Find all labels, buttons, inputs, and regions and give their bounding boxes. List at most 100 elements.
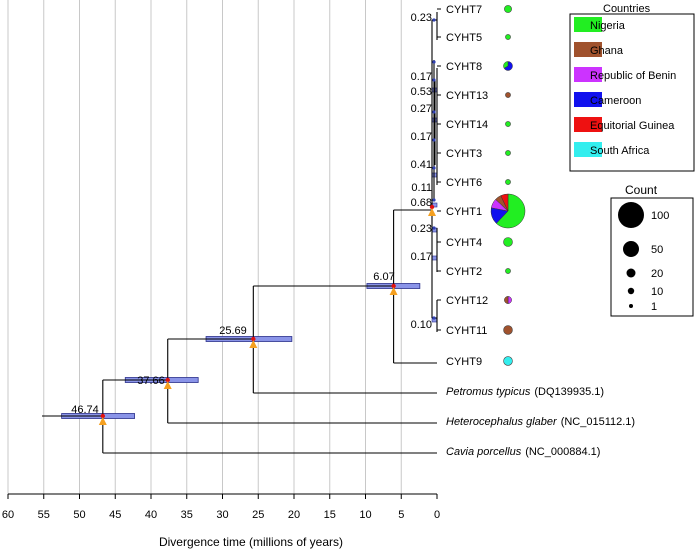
tip-label-cyht14: CYHT14 <box>446 119 488 131</box>
time-gridlines <box>7 0 402 494</box>
pie-slice <box>505 34 511 40</box>
pie-slice <box>504 5 512 13</box>
tip-label-cyht2: CYHT2 <box>446 266 482 278</box>
x-tick-label: 50 <box>73 509 85 521</box>
node-label: 0.53 <box>411 86 432 98</box>
tip-label-cyht7: CYHT7 <box>446 4 482 16</box>
crown-node-dot <box>432 78 436 82</box>
node-markers <box>98 18 436 425</box>
x-tick-label: 45 <box>109 509 121 521</box>
country-legend: Countries Nigeria Ghana Republic of Benin C… <box>569 3 695 172</box>
tip-label-cyht9: CYHT9 <box>446 356 482 368</box>
x-tick-label: 25 <box>252 509 264 521</box>
tip-label-petromus: Petromus typicus (DQ139935.1) <box>446 386 604 398</box>
count-legend-circle <box>626 268 636 278</box>
count-legend-circle <box>623 241 639 257</box>
node-label: 0.17 <box>411 71 432 83</box>
tip-label-cyht4: CYHT4 <box>446 237 482 249</box>
legend-label: Cameroon <box>590 95 641 107</box>
x-tick-label: 0 <box>434 509 440 521</box>
count-legend-circle <box>629 304 633 308</box>
node-dot <box>391 283 396 289</box>
legend-swatch <box>574 117 602 132</box>
node-label: 0.23 <box>411 223 432 235</box>
pie-slice <box>505 121 511 127</box>
pie-slice <box>503 237 513 247</box>
legend-label: Ghana <box>590 45 624 57</box>
tip-label-cyht1: CYHT1 <box>446 206 482 218</box>
tree-branches <box>42 8 441 454</box>
x-tick-label: 20 <box>288 509 300 521</box>
node-dot <box>165 377 170 383</box>
hpd-bar <box>431 255 438 261</box>
legend-label: Equitorial Guinea <box>590 120 675 132</box>
crown-node-dot <box>432 60 436 64</box>
count-legend-label: 1 <box>651 301 657 313</box>
legend-label: South Africa <box>590 145 650 157</box>
node-label: 0.10 <box>411 319 432 331</box>
node-label: 0.11 <box>411 182 432 194</box>
tip-label-cyht8: CYHT8 <box>446 61 482 73</box>
tip-label-cyht12: CYHT12 <box>446 295 488 307</box>
node-triangle <box>249 340 258 348</box>
accession: (DQ139935.1) <box>534 386 604 398</box>
pie-slice <box>505 268 511 274</box>
country-legend-title: Countries <box>603 3 651 15</box>
count-legend-label: 10 <box>651 286 663 298</box>
node-label: 0.17 <box>411 251 432 263</box>
node-triangle <box>428 208 436 216</box>
count-legend-label: 20 <box>651 268 663 280</box>
node-dot <box>100 413 106 419</box>
pie-slice <box>503 61 509 69</box>
pie-slice <box>500 193 509 212</box>
node-label: 0.23 <box>411 12 432 24</box>
species-name: Cavia porcellus <box>446 446 522 458</box>
node-dot <box>429 204 435 210</box>
x-tick-label: 30 <box>216 509 228 521</box>
x-tick-label: 40 <box>145 509 157 521</box>
pie-slice <box>507 296 512 304</box>
count-legend: Count 100 50 20 10 1 <box>610 183 694 317</box>
accession: (NC_015112.1) <box>561 416 635 428</box>
species-name: Heterocephalus glaber <box>446 416 558 428</box>
node-age-25-69: 25.69 <box>219 325 247 337</box>
crown-node-dot <box>432 198 436 202</box>
count-legend-label: 50 <box>651 244 663 256</box>
crown-node-dot <box>432 18 436 22</box>
legend-swatch <box>574 92 602 107</box>
count-legend-items: 100 50 20 10 1 <box>618 202 669 313</box>
crown-node-dot <box>432 316 436 320</box>
node-label: 0.27 <box>411 103 432 115</box>
pie-slice <box>505 92 511 98</box>
count-legend-label: 100 <box>651 210 669 222</box>
tip-label-heterocephalus: Heterocephalus glaber (NC_015112.1) <box>446 416 635 428</box>
tip-label-cyht11: CYHT11 <box>446 325 487 337</box>
crown-node-dot <box>432 110 436 114</box>
country-legend-items: Nigeria Ghana Republic of Benin Cameroon Equ… <box>574 17 676 157</box>
accession: (NC_000884.1) <box>525 446 600 458</box>
node-label: 0.68 <box>411 197 432 209</box>
node-triangle <box>98 417 107 425</box>
crown-node-dot <box>432 226 436 230</box>
tip-label-cyht5: CYHT5 <box>446 32 482 44</box>
count-legend-circle <box>627 287 635 295</box>
haplotype-pies <box>490 5 526 366</box>
node-age-37-66: 37.66 <box>137 375 165 387</box>
pie-slice <box>505 179 511 185</box>
species-name: Petromus typicus <box>446 386 531 398</box>
crown-node-dot <box>432 166 436 170</box>
legend-swatch <box>574 67 602 82</box>
hpd-bars <box>61 87 438 419</box>
node-age-46-74: 46.74 <box>71 404 99 416</box>
x-tick-label: 10 <box>359 509 371 521</box>
x-axis-ticks: 60 55 50 45 40 35 30 25 20 15 10 5 0 <box>2 494 440 521</box>
pie-slice <box>504 296 509 304</box>
legend-label: Nigeria <box>590 20 626 32</box>
x-tick-label: 55 <box>38 509 50 521</box>
node-age-6-07: 6.07 <box>373 271 394 283</box>
count-legend-circle <box>618 202 644 228</box>
legend-swatch <box>574 42 602 57</box>
pie-slice <box>496 193 526 229</box>
tip-label-cyht13: CYHT13 <box>446 90 488 102</box>
